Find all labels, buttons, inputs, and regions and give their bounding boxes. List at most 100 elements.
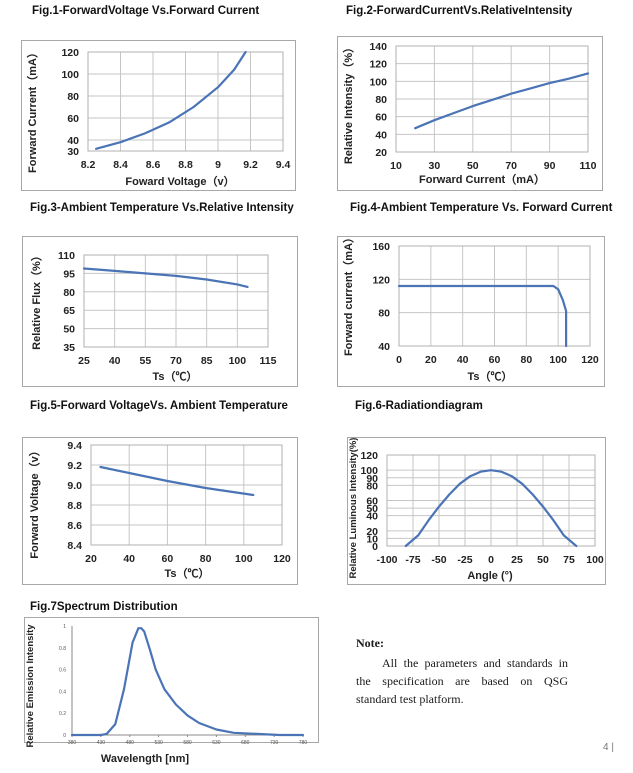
fig6-xtick-2: -50	[431, 554, 446, 566]
fig1-title: Fig.1-ForwardVoltage Vs.Forward Current	[32, 5, 260, 17]
fig6-xtick-0: -100	[376, 554, 397, 566]
fig7-xtick-5: 630	[212, 740, 221, 746]
fig7-ytick-4: 0.8	[59, 646, 66, 652]
fig5-ytick-1: 8.6	[67, 520, 82, 532]
fig4-xtick-3: 60	[489, 354, 501, 366]
fig1-ytick-3: 80	[67, 91, 79, 103]
fig1-ytick-4: 100	[61, 69, 79, 81]
fig6-xtick-5: 25	[511, 554, 523, 566]
fig3-ytick-2: 65	[63, 305, 75, 317]
fig3-xtick-3: 70	[170, 355, 182, 367]
fig7-frame	[24, 617, 319, 743]
fig6-ytick-2: 20	[366, 526, 378, 538]
fig6-xlabel: Angle (°)	[467, 570, 513, 582]
fig4-ytick-3: 160	[372, 241, 390, 253]
fig1-ytick-1: 40	[67, 135, 79, 147]
fig3-xtick-2: 55	[139, 355, 151, 367]
fig1-xtick-2: 8.6	[146, 159, 161, 171]
fig3-xlabel: Ts（℃）	[152, 370, 197, 383]
fig2-xtick-4: 90	[544, 160, 556, 172]
fig5-title: Fig.5-Forward VoltageVs. Ambient Tempera…	[30, 400, 288, 412]
page-number-value: 4	[603, 742, 609, 753]
note-text: All the parameters and standards in the …	[356, 656, 568, 706]
fig3-ytick-4: 95	[63, 268, 75, 280]
fig7-ytick-1: 0.2	[59, 711, 66, 717]
fig1-xtick-6: 9.4	[276, 159, 291, 171]
page-number: 4 |	[603, 742, 614, 753]
fig6-ytick-6: 80	[366, 480, 378, 492]
fig6-ytick-7: 90	[366, 473, 378, 485]
fig1-xlabel: Foward Voltage（v）	[125, 175, 234, 188]
fig7-xtick-3: 530	[154, 740, 163, 746]
fig4-xtick-4: 80	[520, 354, 532, 366]
fig1-ytick-2: 60	[67, 113, 79, 125]
fig4-ytick-0: 40	[378, 341, 390, 353]
fig6-ytick-8: 100	[360, 465, 378, 477]
fig1-series-0	[95, 50, 247, 150]
fig7-ylabel: Relative Emission Intensity	[25, 624, 36, 748]
fig1-xtick-3: 8.8	[178, 159, 193, 171]
fig4-xtick-5: 100	[549, 354, 567, 366]
fig2-plot-area	[395, 45, 589, 153]
fig2-ytick-6: 140	[369, 41, 387, 53]
fig2-ytick-2: 60	[375, 112, 387, 124]
fig7-xtick-6: 680	[241, 740, 250, 746]
fig6-ylabel: Relative Luminous Intensity(%)	[348, 438, 359, 579]
fig7-series-0	[70, 627, 305, 737]
fig5-ytick-5: 9.4	[67, 440, 82, 452]
fig5-ylabel: Forward Voltage（v）	[28, 445, 41, 558]
fig6-ytick-9: 120	[360, 450, 378, 462]
note-title: Note:	[356, 636, 384, 650]
fig7-title: Fig.7Spectrum Distribution	[30, 601, 178, 613]
fig6-plot-area	[386, 454, 596, 547]
fig4-xtick-6: 120	[581, 354, 599, 366]
fig5-ytick-3: 9.0	[67, 480, 82, 492]
fig6-xtick-7: 75	[563, 554, 575, 566]
fig6-xtick-1: -75	[405, 554, 420, 566]
fig2-series-0	[414, 72, 590, 130]
fig5-plot-area	[90, 444, 283, 546]
fig6-ytick-1: 10	[366, 533, 378, 545]
fig2-xlabel: Forward Current（mA）	[419, 173, 545, 186]
fig2-ytick-1: 40	[375, 129, 387, 141]
fig2-frame	[337, 36, 603, 191]
fig5-xtick-4: 100	[235, 553, 253, 565]
fig3-ytick-1: 50	[63, 324, 75, 336]
fig6-ytick-3: 40	[366, 511, 378, 523]
fig7-xtick-2: 480	[126, 740, 135, 746]
fig6-xtick-4: 0	[488, 554, 494, 566]
fig5-frame	[22, 437, 298, 585]
fig4-xtick-0: 0	[396, 354, 402, 366]
fig2-xtick-2: 50	[467, 160, 479, 172]
fig5-xtick-5: 120	[273, 553, 291, 565]
fig3-ytick-0: 35	[63, 342, 75, 354]
fig5-xtick-1: 40	[123, 553, 135, 565]
fig4-xlabel: Ts（℃）	[467, 370, 512, 383]
fig7-ytick-3: 0.6	[59, 668, 66, 674]
fig4-ytick-1: 80	[378, 308, 390, 320]
fig5-ytick-2: 8.8	[67, 500, 82, 512]
fig3-ytick-3: 80	[63, 287, 75, 299]
fig7-xtick-4: 580	[183, 740, 192, 746]
fig3-xtick-5: 100	[229, 355, 247, 367]
fig3-xtick-4: 85	[201, 355, 213, 367]
fig1-xtick-1: 8.4	[113, 159, 128, 171]
fig2-ylabel: Relative Intensity（%）	[342, 42, 355, 164]
fig6-ytick-4: 50	[366, 503, 378, 515]
fig1-xtick-0: 8.2	[81, 159, 96, 171]
fig5-series-0	[99, 465, 255, 497]
fig2-xtick-5: 110	[580, 160, 597, 172]
fig3-frame	[22, 236, 298, 387]
fig7-ytick-5: 1	[63, 624, 66, 630]
fig3-series-0	[82, 267, 249, 288]
fig6-xtick-3: -25	[457, 554, 472, 566]
fig1-ytick-5: 120	[61, 47, 79, 59]
fig6-ytick-5: 60	[366, 496, 378, 508]
fig4-plot-area	[398, 245, 591, 347]
fig2-ytick-5: 120	[369, 59, 387, 71]
fig1-ylabel: Forward Current（mA）	[26, 47, 39, 173]
fig5-xlabel: Ts（℃）	[164, 567, 209, 580]
fig6-frame	[347, 437, 606, 585]
fig6-xtick-8: 100	[586, 554, 604, 566]
fig3-xtick-6: 115	[260, 355, 277, 367]
